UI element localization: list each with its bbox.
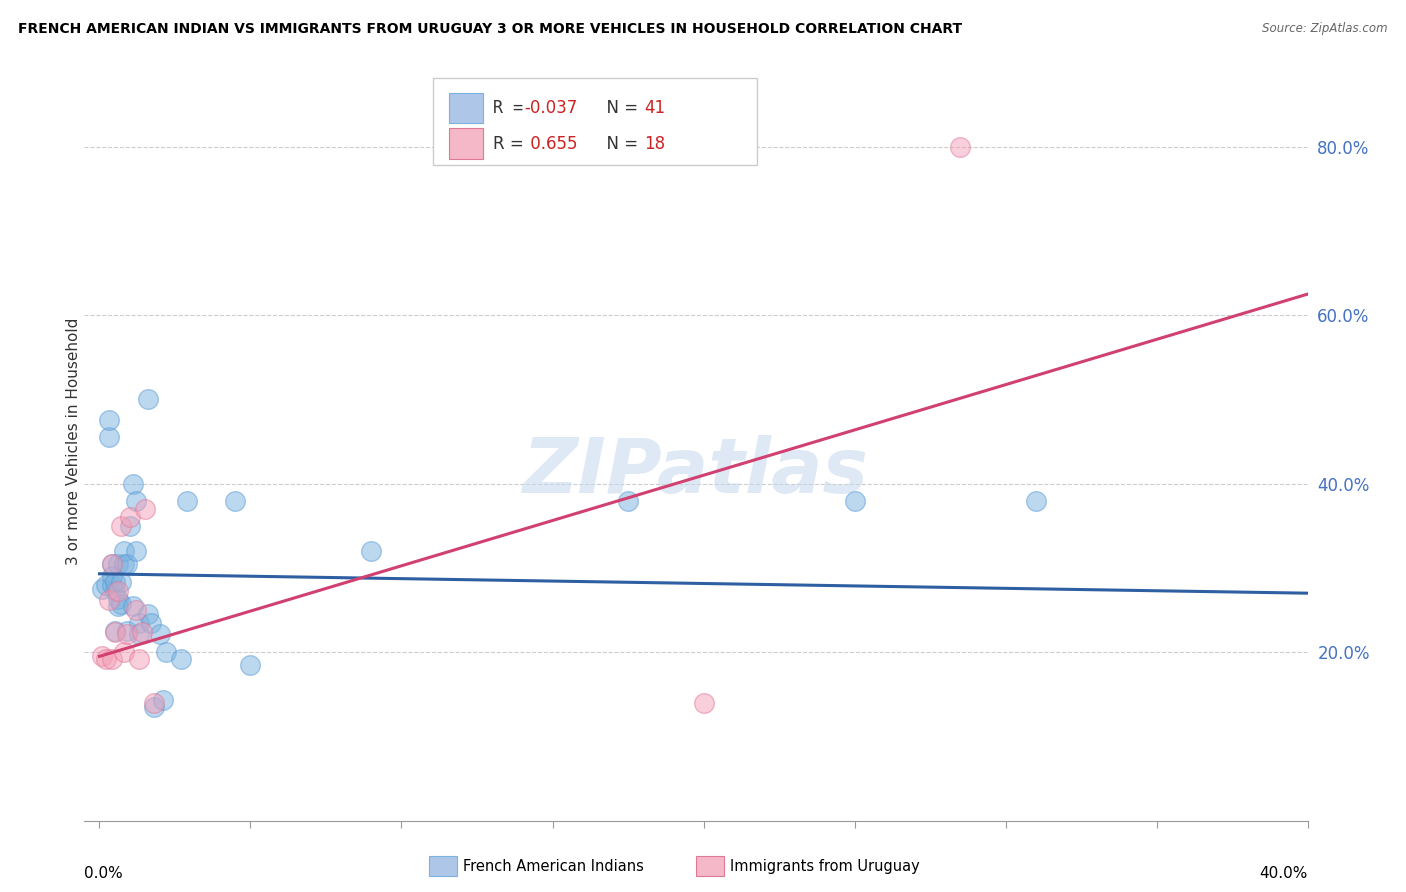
Point [118, 518, 141, 533]
Point [97, 430, 120, 444]
Point [115, 624, 138, 639]
Point [152, 693, 174, 707]
Point [136, 607, 159, 622]
Point [103, 575, 125, 590]
Text: 41: 41 [644, 99, 665, 117]
Point [155, 645, 177, 659]
Point [1025, 493, 1047, 508]
Text: 0.0%: 0.0% [84, 866, 124, 881]
Point [91, 649, 114, 664]
Point [100, 578, 122, 592]
Point [125, 603, 148, 617]
Point [176, 493, 198, 508]
Point [125, 493, 148, 508]
Point [170, 652, 193, 666]
Point [149, 626, 172, 640]
FancyBboxPatch shape [433, 78, 758, 165]
Point [128, 615, 150, 630]
Point [110, 518, 132, 533]
Text: R =: R = [494, 135, 529, 153]
Text: N =: N = [596, 135, 643, 153]
Point [107, 557, 129, 571]
Point [100, 569, 122, 583]
Point [115, 557, 138, 571]
Text: 18: 18 [644, 135, 665, 153]
Text: -0.037: -0.037 [524, 99, 578, 117]
Point [107, 584, 129, 599]
Point [224, 493, 246, 508]
Point [103, 583, 125, 598]
Point [360, 544, 382, 558]
Point [118, 510, 141, 524]
Point [121, 599, 143, 613]
Point [125, 544, 148, 558]
FancyBboxPatch shape [449, 128, 484, 159]
Point [139, 615, 162, 630]
Point [136, 392, 159, 407]
Point [110, 575, 132, 590]
Point [103, 624, 125, 639]
Text: Immigrants from Uruguay: Immigrants from Uruguay [730, 859, 920, 873]
Text: 40.0%: 40.0% [1260, 866, 1308, 881]
Point [94, 578, 117, 592]
Text: 0.655: 0.655 [524, 135, 578, 153]
Point [128, 626, 150, 640]
Text: FRENCH AMERICAN INDIAN VS IMMIGRANTS FROM URUGUAY 3 OR MORE VEHICLES IN HOUSEHOL: FRENCH AMERICAN INDIAN VS IMMIGRANTS FRO… [18, 22, 962, 37]
Point [100, 652, 122, 666]
Point [107, 599, 129, 613]
Text: R =: R = [494, 99, 533, 117]
Point [103, 624, 125, 639]
Point [110, 597, 132, 611]
Point [617, 493, 640, 508]
Point [121, 476, 143, 491]
Text: Source: ZipAtlas.com: Source: ZipAtlas.com [1263, 22, 1388, 36]
Point [142, 696, 165, 710]
Point [239, 657, 262, 672]
Text: N =: N = [596, 99, 643, 117]
Point [692, 696, 714, 710]
Point [94, 652, 117, 666]
Point [97, 413, 120, 427]
Point [107, 592, 129, 607]
Point [100, 557, 122, 571]
Point [112, 645, 135, 659]
Point [949, 139, 972, 153]
Point [844, 493, 866, 508]
Point [131, 624, 153, 639]
Point [142, 699, 165, 714]
Point [91, 582, 114, 596]
Point [112, 557, 135, 571]
Point [100, 557, 122, 571]
Point [97, 593, 120, 607]
Y-axis label: 3 or more Vehicles in Household: 3 or more Vehicles in Household [66, 318, 80, 566]
FancyBboxPatch shape [449, 93, 484, 123]
Point [115, 626, 138, 640]
Point [128, 652, 150, 666]
Text: French American Indians: French American Indians [463, 859, 644, 873]
Text: ZIPatlas: ZIPatlas [523, 435, 869, 508]
Point [112, 544, 135, 558]
Point [134, 502, 156, 516]
